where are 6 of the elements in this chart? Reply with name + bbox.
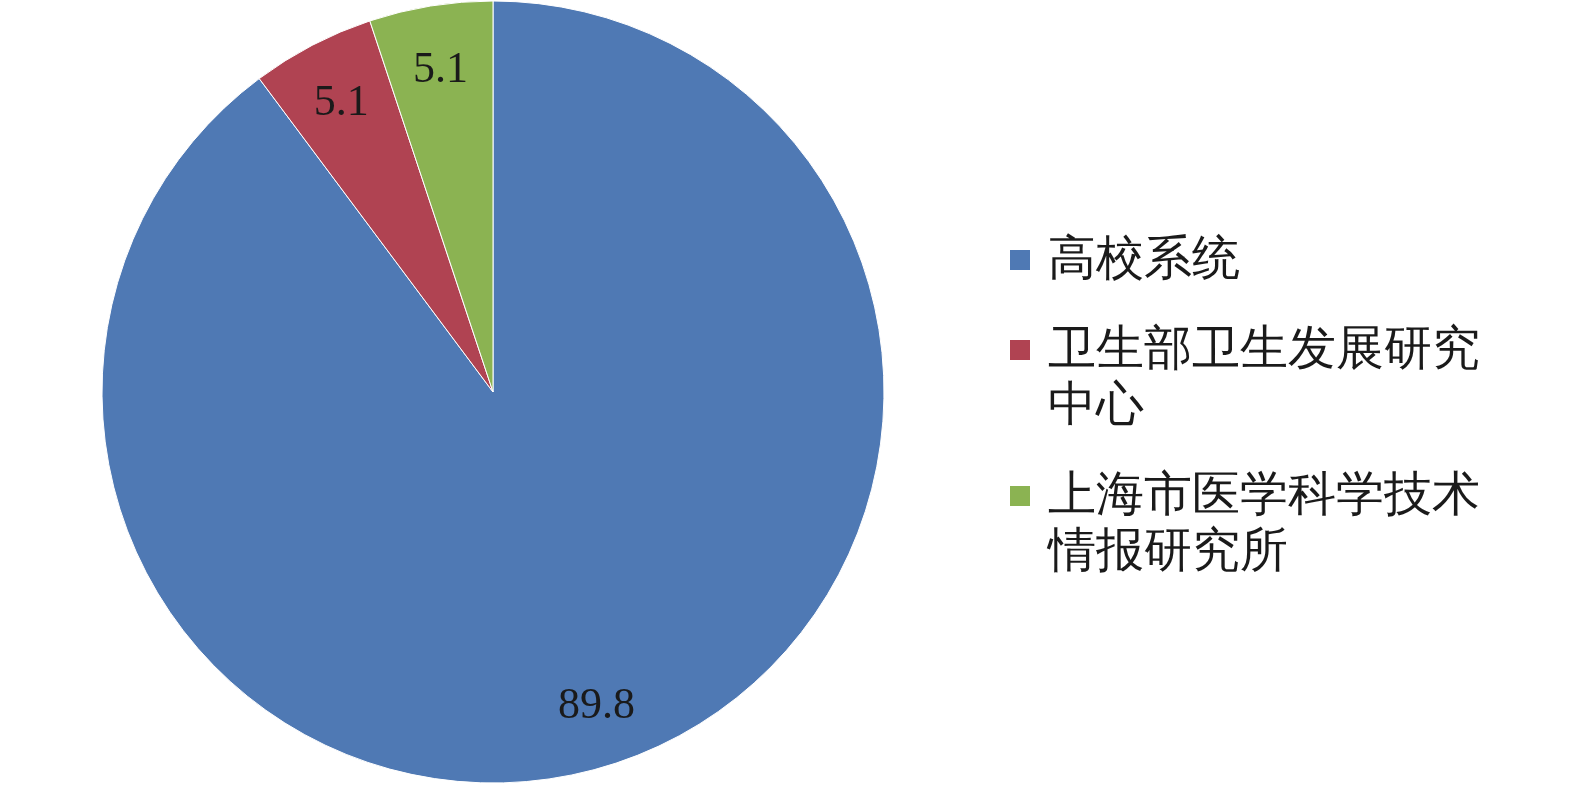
- data-label: 5.1: [313, 76, 369, 126]
- data-label: 5.1: [413, 43, 469, 93]
- legend-label: 高校系统: [1048, 230, 1240, 286]
- data-label: 89.8: [557, 679, 635, 729]
- legend-label: 卫生部卫生发展研究中心: [1048, 320, 1481, 432]
- legend-label: 上海市医学科学技术情报研究所: [1048, 466, 1481, 578]
